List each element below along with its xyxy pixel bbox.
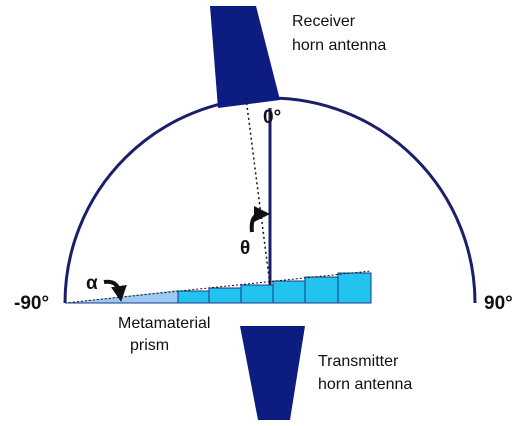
prism-blocks	[177, 272, 372, 304]
theta-arrow	[249, 206, 270, 233]
right-label: 90°	[484, 293, 513, 314]
transmitter-horn	[240, 326, 305, 420]
alpha-arrow	[103, 279, 127, 302]
transmitter-label: Transmitter	[318, 353, 399, 370]
beam-line	[245, 97, 271, 286]
receiver-label: Receiver	[292, 13, 356, 30]
transmitter-label: horn antenna	[318, 376, 412, 393]
prism-label: Metamaterial	[118, 315, 210, 332]
receiver-label: horn antenna	[292, 37, 386, 54]
theta-label: θ	[240, 238, 250, 259]
slope-line	[64, 270, 372, 304]
receiver-horn	[210, 6, 280, 108]
prism-label: prism	[130, 337, 169, 354]
zero-label: 0°	[263, 107, 281, 128]
alpha-label: α	[86, 273, 98, 294]
left-label: -90°	[14, 293, 49, 314]
